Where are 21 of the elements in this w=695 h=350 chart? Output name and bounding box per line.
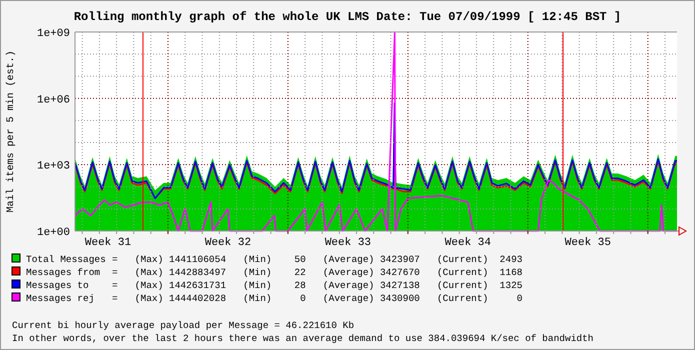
text: = (Max) 1442631731 (Min) 28 (Average) 3427138 (Current) 1325 xyxy=(112,280,523,291)
x-tick-label: Week 31 xyxy=(84,237,132,249)
text: In other words, over the last 2 hours there was an average demand to use 384.039694 K/sec of bandwidth xyxy=(12,333,594,344)
legend-label: Messages rej xyxy=(26,293,94,304)
y-tick-label: 1e+06 xyxy=(36,94,70,106)
x-tick-label: Week 34 xyxy=(444,237,492,249)
text: = (Max) 1441106054 (Min) 50 (Average) 3423907 (Current) 2493 xyxy=(112,254,523,265)
text: = (Max) 1444402028 (Min) 0 (Average) 3430900 (Current) 0 xyxy=(112,293,523,304)
legend-label: Total Messages xyxy=(26,254,106,265)
text: Current bi hourly average payload per Message = 46.221610 Kb xyxy=(12,320,354,331)
legend-label: Messages to xyxy=(26,280,90,291)
legend-label: Messages from xyxy=(26,267,100,278)
y-tick-label: 1e+03 xyxy=(36,160,70,173)
y-axis-title: Mail items per 5 min (est.) xyxy=(5,50,17,213)
x-tick-label: Week 32 xyxy=(204,237,252,249)
x-tick-label: Week 33 xyxy=(324,237,372,249)
y-tick-label: 1e+00 xyxy=(36,227,70,239)
text: = (Max) 1442883497 (Min) 22 (Average) 3427670 (Current) 1168 xyxy=(112,267,523,278)
y-tick-label: 1e+09 xyxy=(36,28,70,40)
x-tick-label: Week 35 xyxy=(564,237,611,249)
chart-title: Rolling monthly graph of the whole UK LMS Date: Tue 07/09/1999 [ 12:45 BST ] xyxy=(74,10,622,24)
